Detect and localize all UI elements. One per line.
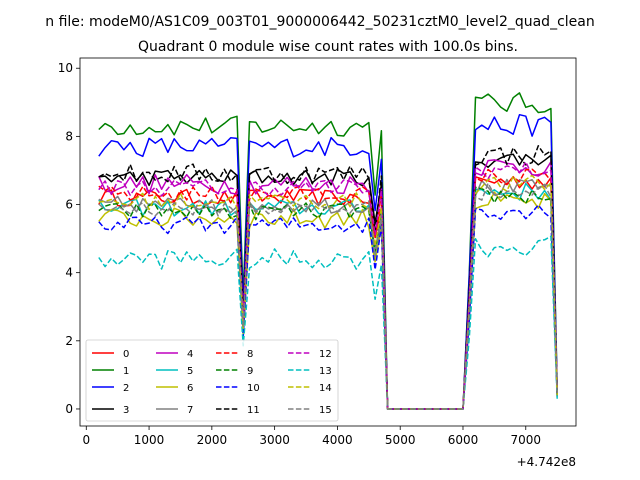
series-line-9: [98, 186, 558, 410]
legend-label-1: 1: [123, 366, 129, 377]
legend-label-11: 11: [247, 405, 260, 416]
series-lines: [98, 92, 558, 410]
legend-label-3: 3: [123, 405, 129, 416]
y-tick-label: 4: [65, 266, 73, 280]
x-axis-ticks: 0 1000 2000 3000 4000 5000 6000 7000: [82, 426, 541, 447]
series-line-4: [98, 159, 558, 410]
legend-label-14: 14: [319, 383, 332, 394]
series-line-15: [98, 182, 558, 410]
x-offset-label: +4.742e8: [517, 455, 576, 469]
x-tick-label: 2000: [197, 433, 228, 447]
legend-label-2: 2: [123, 383, 129, 394]
legend-label-8: 8: [247, 349, 253, 360]
series-line-13: [98, 235, 558, 410]
legend-label-10: 10: [247, 383, 260, 394]
legend-box: [85, 339, 339, 422]
legend-label-7: 7: [187, 405, 193, 416]
series-line-5: [98, 182, 558, 410]
legend-label-13: 13: [319, 366, 332, 377]
y-tick-label: 2: [65, 334, 73, 348]
series-line-3: [98, 153, 558, 410]
series-line-10: [98, 204, 558, 410]
legend-label-0: 0: [123, 349, 129, 360]
legend-label-9: 9: [247, 366, 253, 377]
x-tick-label: 1000: [134, 433, 165, 447]
y-tick-label: 8: [65, 129, 73, 143]
series-line-2: [98, 113, 558, 410]
legend-label-5: 5: [187, 366, 193, 377]
legend-label-4: 4: [187, 349, 193, 360]
series-line-8: [98, 168, 558, 410]
y-axis-ticks: 0 2 4 6 8 10: [58, 61, 80, 416]
series-line-12: [98, 161, 558, 410]
x-tick-label: 6000: [448, 433, 479, 447]
legend-label-12: 12: [319, 349, 332, 360]
y-tick-label: 6: [65, 198, 73, 212]
x-tick-label: 3000: [259, 433, 290, 447]
chart-suptitle: n file: modeM0/AS1C09_003T01_9000006442_…: [45, 14, 594, 30]
x-tick-label: 7000: [510, 433, 541, 447]
x-tick-label: 0: [82, 433, 90, 447]
legend-label-6: 6: [187, 383, 193, 394]
y-tick-label: 10: [58, 61, 73, 75]
series-line-1: [98, 92, 558, 410]
series-line-6: [98, 191, 558, 410]
y-tick-label: 0: [65, 402, 73, 416]
plot-frame: [79, 57, 577, 427]
legend-label-15: 15: [319, 405, 332, 416]
x-tick-label: 5000: [385, 433, 416, 447]
x-tick-label: 4000: [322, 433, 353, 447]
chart-title: Quadrant 0 module wise count rates with …: [138, 39, 518, 55]
